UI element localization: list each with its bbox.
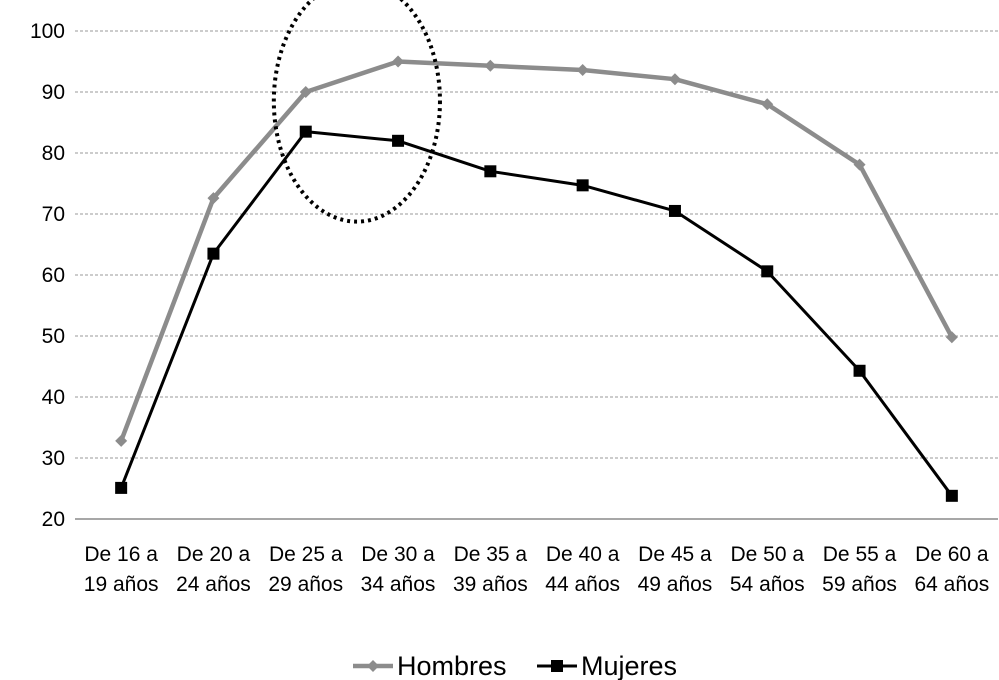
legend-item-hombres: Hombres [353,651,507,680]
x-tick-label: De 35 a 39 años [453,543,528,596]
data-point [484,59,497,72]
x-tick-label: De 16 a 19 años [84,543,159,596]
x-tick-label: De 25 a 29 años [268,543,343,596]
y-tick-label: 80 [42,142,65,165]
data-point [299,86,312,98]
series-layer [115,55,958,502]
x-tick-label: De 45 a 49 años [638,543,713,596]
data-point [576,179,589,192]
x-tick-label: De 20 a 24 años [176,543,251,596]
data-point [484,165,497,178]
data-point [207,247,220,260]
x-tick-label: De 40 a 44 años [545,543,620,596]
data-point [392,55,405,68]
data-point [299,125,312,138]
x-tick-label: De 55 a 59 años [822,543,897,596]
y-tick-label: 70 [42,203,65,226]
data-point [392,134,405,147]
x-tick-label: De 50 a 54 años [730,543,805,596]
gridlines [75,30,998,459]
data-point [761,265,774,278]
legend-label: Hombres [397,651,507,680]
data-point [576,64,589,77]
y-tick-label: 90 [42,81,65,104]
data-point [207,192,220,205]
data-point [668,204,681,217]
data-point [668,73,681,86]
series-mujeres [115,125,958,502]
data-point [115,434,128,447]
x-tick-label: De 60 a 64 años [914,543,989,596]
y-tick-label: 20 [42,508,65,531]
y-axis-ticks: 20 30 40 50 60 70 80 90 100 [30,20,65,531]
legend-marker [551,660,563,672]
highlight-ellipse [271,0,442,224]
data-point [761,98,774,111]
data-point [115,481,128,494]
data-point [945,331,958,344]
x-tick-label: De 30 a 34 años [361,543,436,596]
data-point [853,364,866,377]
y-tick-label: 40 [42,386,65,409]
series-hombres [115,55,958,447]
y-tick-label: 30 [42,447,65,470]
data-point [945,489,958,502]
legend-item-mujeres: Mujeres [537,651,677,680]
series-line [119,59,954,442]
legend-marker [367,660,379,672]
y-tick-label: 100 [30,20,65,43]
data-point [853,158,866,171]
y-tick-label: 50 [42,325,65,348]
legend-label: Mujeres [581,651,677,680]
y-tick-label: 60 [42,264,65,287]
series-line [119,130,954,497]
legend: Hombres Mujeres [353,651,677,680]
x-axis-ticks: De 16 a 19 años De 20 a 24 años De 25 a 29 añ… [84,543,989,596]
